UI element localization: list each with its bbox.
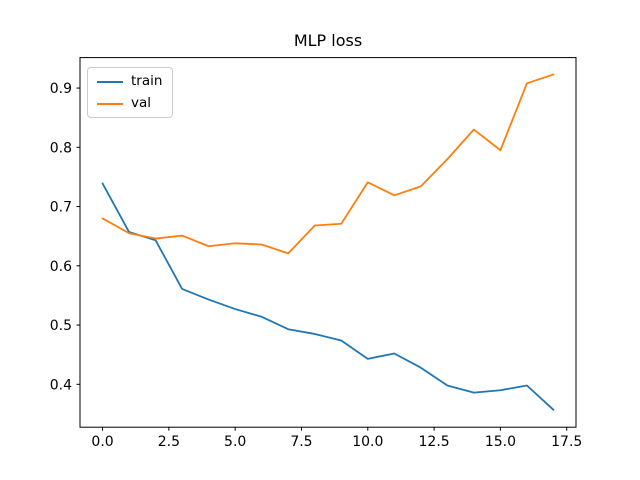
x-tick-label: 17.5 xyxy=(551,434,582,450)
x-tick-label: 15.0 xyxy=(485,434,516,450)
y-tick-label: 0.4 xyxy=(50,377,72,393)
y-tick-label: 0.8 xyxy=(50,140,72,156)
legend: train val xyxy=(87,67,174,118)
legend-entry-train: train xyxy=(97,74,162,89)
chart-title: MLP loss xyxy=(293,31,363,50)
legend-label-train: train xyxy=(131,73,163,89)
axes-frame xyxy=(79,57,577,428)
y-tick-label: 0.5 xyxy=(50,318,72,334)
x-tick-label: 7.5 xyxy=(290,434,312,450)
x-tick-label: 0.0 xyxy=(91,434,113,450)
val-line xyxy=(101,73,555,255)
legend-line-sample-train xyxy=(97,80,123,83)
y-tick-label: 0.7 xyxy=(50,200,72,216)
legend-line-sample-val xyxy=(97,102,123,105)
x-tick-label: 2.5 xyxy=(158,434,180,450)
x-tick-label: 12.5 xyxy=(419,434,450,450)
x-tick-label: 5.0 xyxy=(224,434,246,450)
y-tick-label: 0.6 xyxy=(50,259,72,275)
train-line xyxy=(101,182,555,411)
legend-entry-val: val xyxy=(97,96,162,111)
legend-label-val: val xyxy=(131,95,152,111)
x-tick-label: 10.0 xyxy=(352,434,383,450)
y-tick-label: 0.9 xyxy=(50,81,72,97)
